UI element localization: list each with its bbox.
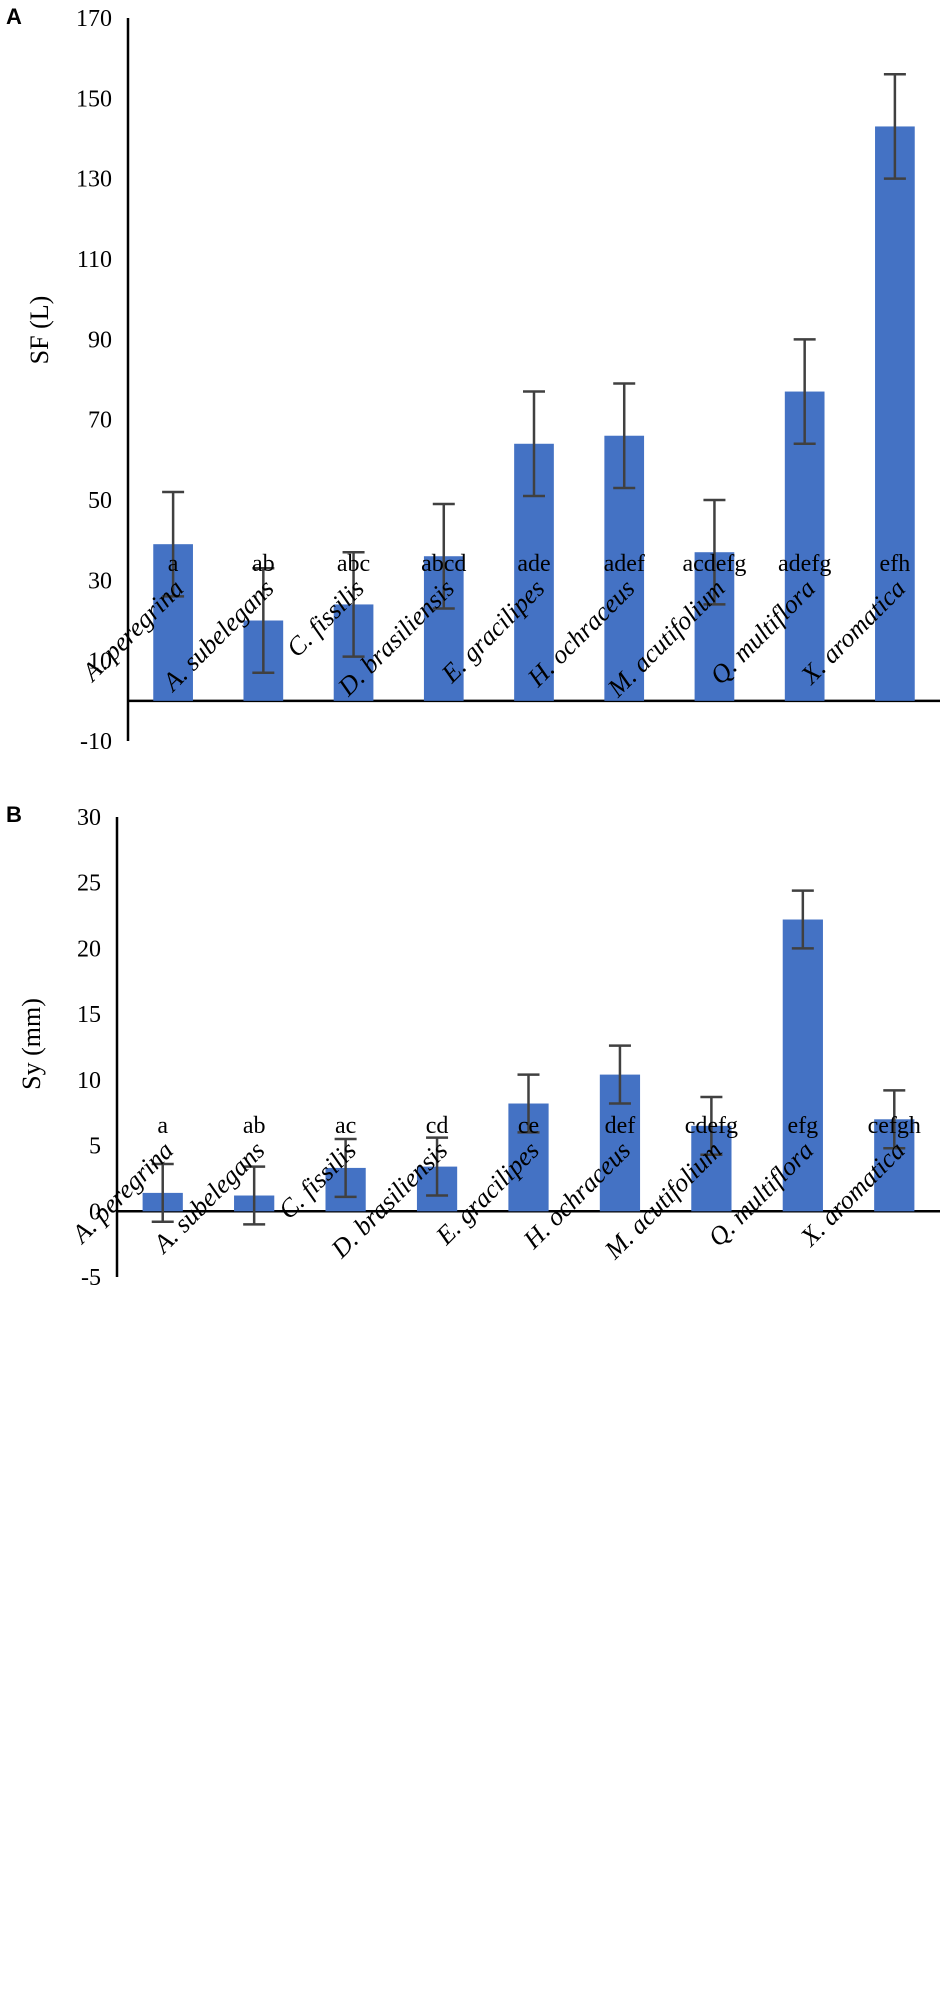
group-letter: a xyxy=(157,1113,168,1139)
y-axis-label-a: SF (L) xyxy=(25,296,54,365)
group-letter: adefg xyxy=(778,551,831,577)
y-tick-label: 30 xyxy=(77,805,101,831)
group-letter: abcd xyxy=(421,551,466,577)
bar xyxy=(875,126,915,701)
y-tick-label: 10 xyxy=(77,1068,101,1094)
y-tick-label: 0 xyxy=(89,1199,101,1225)
group-letter: abc xyxy=(337,551,370,577)
y-tick-label: 50 xyxy=(88,488,112,514)
panel-label-b: B xyxy=(6,802,22,827)
group-letter: cefgh xyxy=(868,1113,921,1139)
group-letter: efh xyxy=(880,551,911,577)
panel-label-a: A xyxy=(6,4,22,29)
group-letter: cd xyxy=(426,1113,449,1139)
y-tick-label: 170 xyxy=(76,6,112,32)
group-letter: ac xyxy=(335,1113,356,1139)
bar xyxy=(782,919,823,1212)
y-tick-label: 110 xyxy=(77,247,112,273)
y-tick-label: -5 xyxy=(81,1265,101,1291)
group-letter: ab xyxy=(252,551,275,577)
group-letter: ab xyxy=(243,1113,266,1139)
y-tick-label: 30 xyxy=(88,568,112,594)
y-tick-label: 130 xyxy=(76,167,112,193)
y-tick-label: 90 xyxy=(88,327,112,353)
y-axis-label-b: Sy (mm) xyxy=(17,998,46,1090)
y-tick-label: -10 xyxy=(80,729,112,755)
group-letter: adef xyxy=(604,551,645,577)
y-tick-label: 150 xyxy=(76,86,112,112)
group-letter: ce xyxy=(518,1113,539,1139)
y-tick-label: 20 xyxy=(77,936,101,962)
group-letter: ade xyxy=(517,551,550,577)
group-letter: a xyxy=(168,551,179,577)
y-tick-label: 25 xyxy=(77,871,101,897)
group-letter: acdefg xyxy=(682,551,746,577)
y-tick-label: 5 xyxy=(89,1134,101,1160)
y-tick-label: 10 xyxy=(88,649,112,675)
group-letter: cdefg xyxy=(685,1113,738,1139)
group-letter: def xyxy=(605,1113,636,1139)
y-tick-label: 15 xyxy=(77,1002,101,1028)
y-tick-label: 70 xyxy=(88,408,112,434)
group-letter: efg xyxy=(788,1113,819,1139)
